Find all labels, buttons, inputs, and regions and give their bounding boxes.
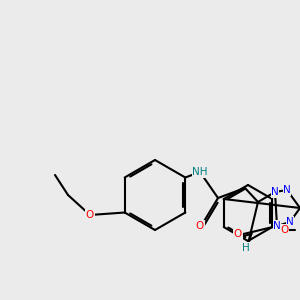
Text: N: N [283,185,291,195]
Text: O: O [280,225,288,235]
Text: N: N [271,187,279,197]
Text: N: N [286,217,294,227]
Text: H: H [242,243,249,253]
Text: N: N [273,221,281,231]
Text: O: O [86,210,94,220]
Text: O: O [196,221,204,231]
Text: O: O [234,230,242,239]
Text: NH: NH [192,167,208,177]
